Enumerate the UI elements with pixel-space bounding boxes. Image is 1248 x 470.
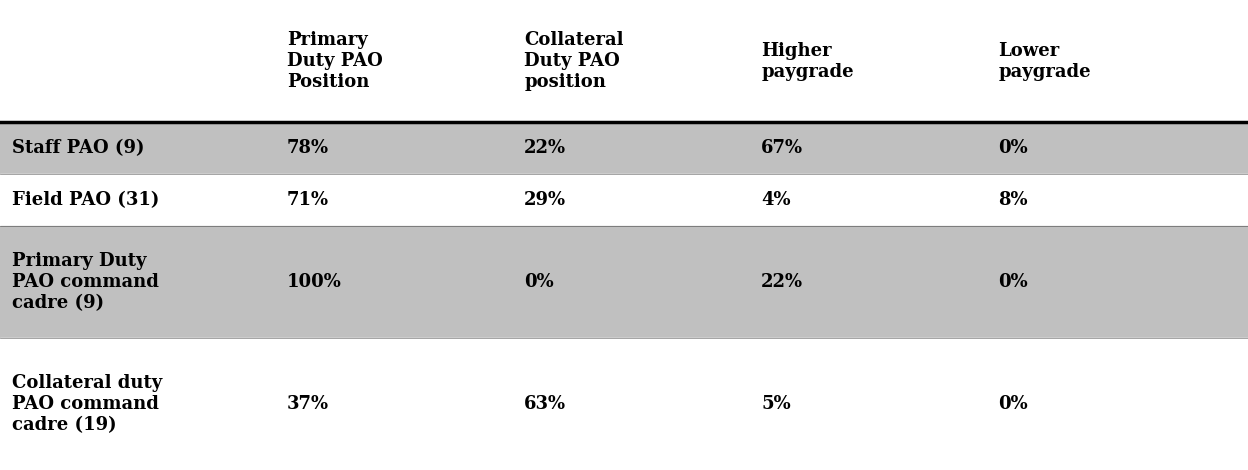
Text: Staff PAO (9): Staff PAO (9) <box>12 139 145 157</box>
Text: 4%: 4% <box>761 191 791 209</box>
Bar <box>0 226 1248 338</box>
Text: 63%: 63% <box>524 395 567 413</box>
Bar <box>0 122 1248 174</box>
Text: 22%: 22% <box>524 139 567 157</box>
Bar <box>0 338 1248 470</box>
Bar <box>0 0 1248 122</box>
Text: 100%: 100% <box>287 273 342 291</box>
Text: Field PAO (31): Field PAO (31) <box>12 191 160 209</box>
Text: 71%: 71% <box>287 191 329 209</box>
Text: Lower
paygrade: Lower paygrade <box>998 42 1091 80</box>
Text: Collateral duty
PAO command
cadre (19): Collateral duty PAO command cadre (19) <box>12 375 162 434</box>
Text: 22%: 22% <box>761 273 804 291</box>
Text: 0%: 0% <box>998 273 1028 291</box>
Text: 29%: 29% <box>524 191 567 209</box>
Text: 0%: 0% <box>524 273 554 291</box>
Bar <box>0 174 1248 226</box>
Text: 0%: 0% <box>998 139 1028 157</box>
Text: Collateral
Duty PAO
position: Collateral Duty PAO position <box>524 31 624 91</box>
Text: Higher
paygrade: Higher paygrade <box>761 42 854 80</box>
Text: 37%: 37% <box>287 395 329 413</box>
Text: 67%: 67% <box>761 139 804 157</box>
Text: 0%: 0% <box>998 395 1028 413</box>
Text: 5%: 5% <box>761 395 791 413</box>
Text: Primary
Duty PAO
Position: Primary Duty PAO Position <box>287 31 383 91</box>
Text: 78%: 78% <box>287 139 329 157</box>
Text: Primary Duty
PAO command
cadre (9): Primary Duty PAO command cadre (9) <box>12 252 160 312</box>
Text: 8%: 8% <box>998 191 1028 209</box>
